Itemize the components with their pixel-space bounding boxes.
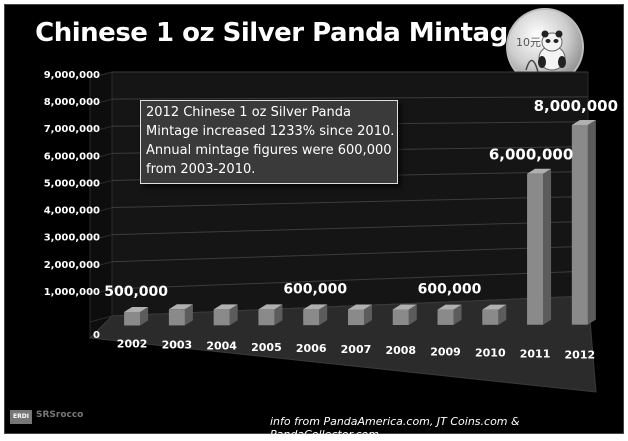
x-tick-label: 2011 (520, 348, 551, 361)
side-gridline (89, 71, 113, 79)
x-axis: 2002 2003 2004 2005 2006 2007 2008 2009 2010 2011… (117, 337, 595, 361)
data-label-2012: 8,000,000 (534, 97, 618, 115)
bars (124, 119, 596, 326)
y-tick-label: 1,000,000 (44, 287, 100, 298)
side-gridline (89, 125, 113, 133)
bar-top (392, 304, 417, 310)
side-gridline (89, 207, 113, 215)
side-gridline (89, 234, 113, 242)
y-tick-label: 6,000,000 (44, 151, 100, 162)
y-tick-label: 8,000,000 (44, 97, 100, 108)
side-gridline (89, 152, 113, 160)
bar-side (274, 304, 283, 326)
data-labels: 500,000 600,000 600,000 6,000,000 8,000,000 (104, 97, 618, 300)
data-label-2006: 600,000 (283, 281, 347, 297)
bar-side (363, 304, 372, 326)
y-tick-label: 7,000,000 (44, 124, 100, 135)
bar-top (482, 304, 507, 310)
y-tick-label: 2,000,000 (44, 260, 100, 271)
bar-2012 (571, 124, 588, 325)
source-credit: info from PandaAmerica.com, JT Coins.com… (270, 415, 520, 441)
bar-top (303, 304, 328, 310)
bar-top (168, 304, 193, 310)
side-gridline (89, 315, 113, 323)
bar-side (229, 304, 238, 326)
bar-2006 (303, 309, 320, 326)
x-tick-label: 2006 (296, 342, 327, 355)
chart-title: Chinese 1 oz Silver Panda Mintage (35, 18, 525, 48)
side-gridline (89, 288, 113, 296)
coin-denomination: 10元 (516, 36, 541, 49)
bar-2011 (527, 173, 544, 325)
bar-side (184, 304, 193, 326)
side-gridline (89, 261, 113, 269)
bar-side (408, 304, 417, 326)
bar-2008 (392, 309, 409, 326)
x-tick-label: 2009 (430, 345, 461, 358)
x-tick-label: 2004 (206, 340, 237, 353)
x-tick-label: 2005 (251, 341, 282, 354)
bar-top (437, 304, 462, 310)
y-tick-label: 4,000,000 (44, 206, 100, 217)
x-tick-label: 2007 (341, 343, 372, 356)
panda-icon (525, 30, 566, 73)
x-tick-label: 2012 (565, 349, 596, 362)
bar-side (498, 304, 507, 325)
x-tick-label: 2010 (475, 346, 506, 359)
x-tick-label: 2003 (162, 339, 193, 352)
bar-2005 (258, 309, 275, 326)
y-axis: 0 1,000,000 2,000,000 3,000,000 4,000,000 5,0… (44, 70, 100, 341)
bar-top (527, 168, 552, 174)
bar-2010 (482, 309, 499, 325)
bar-top (213, 304, 238, 310)
gridline (111, 195, 589, 209)
srsrocco-logo: SRSrocco (36, 410, 84, 420)
bar-side (140, 306, 149, 326)
y-tick-label: 0 (93, 330, 100, 341)
x-tick-label: 2008 (385, 344, 416, 357)
bar-2002 (124, 311, 141, 326)
data-label-2009: 600,000 (418, 282, 482, 298)
y-tick-label: 3,000,000 (44, 233, 100, 244)
bar-top (258, 304, 283, 310)
bar-side (319, 304, 328, 326)
data-label-2002: 500,000 (104, 284, 168, 300)
bar-top (571, 119, 596, 125)
gridline (111, 245, 589, 263)
side-gridline (89, 179, 113, 187)
bar-side (453, 304, 462, 325)
gridline (111, 220, 589, 236)
y-tick-label: 5,000,000 (44, 178, 100, 189)
bar-2009 (437, 309, 454, 325)
gridline (111, 96, 589, 100)
side-gridline (89, 98, 113, 106)
bar-top (347, 304, 372, 310)
annotation-box: 2012 Chinese 1 oz Silver Panda Mintage i… (140, 100, 398, 184)
bar-2007 (347, 309, 364, 326)
bar-top (124, 306, 149, 312)
bar-2004 (213, 309, 230, 326)
erdi-logo: ERDI (10, 410, 32, 424)
x-tick-label: 2002 (117, 337, 148, 350)
data-label-2011: 6,000,000 (489, 146, 573, 164)
bar-side (587, 119, 596, 325)
bar-2003 (168, 309, 185, 326)
bar-side (543, 168, 552, 325)
y-tick-label: 9,000,000 (44, 70, 100, 81)
gridline (111, 270, 589, 290)
